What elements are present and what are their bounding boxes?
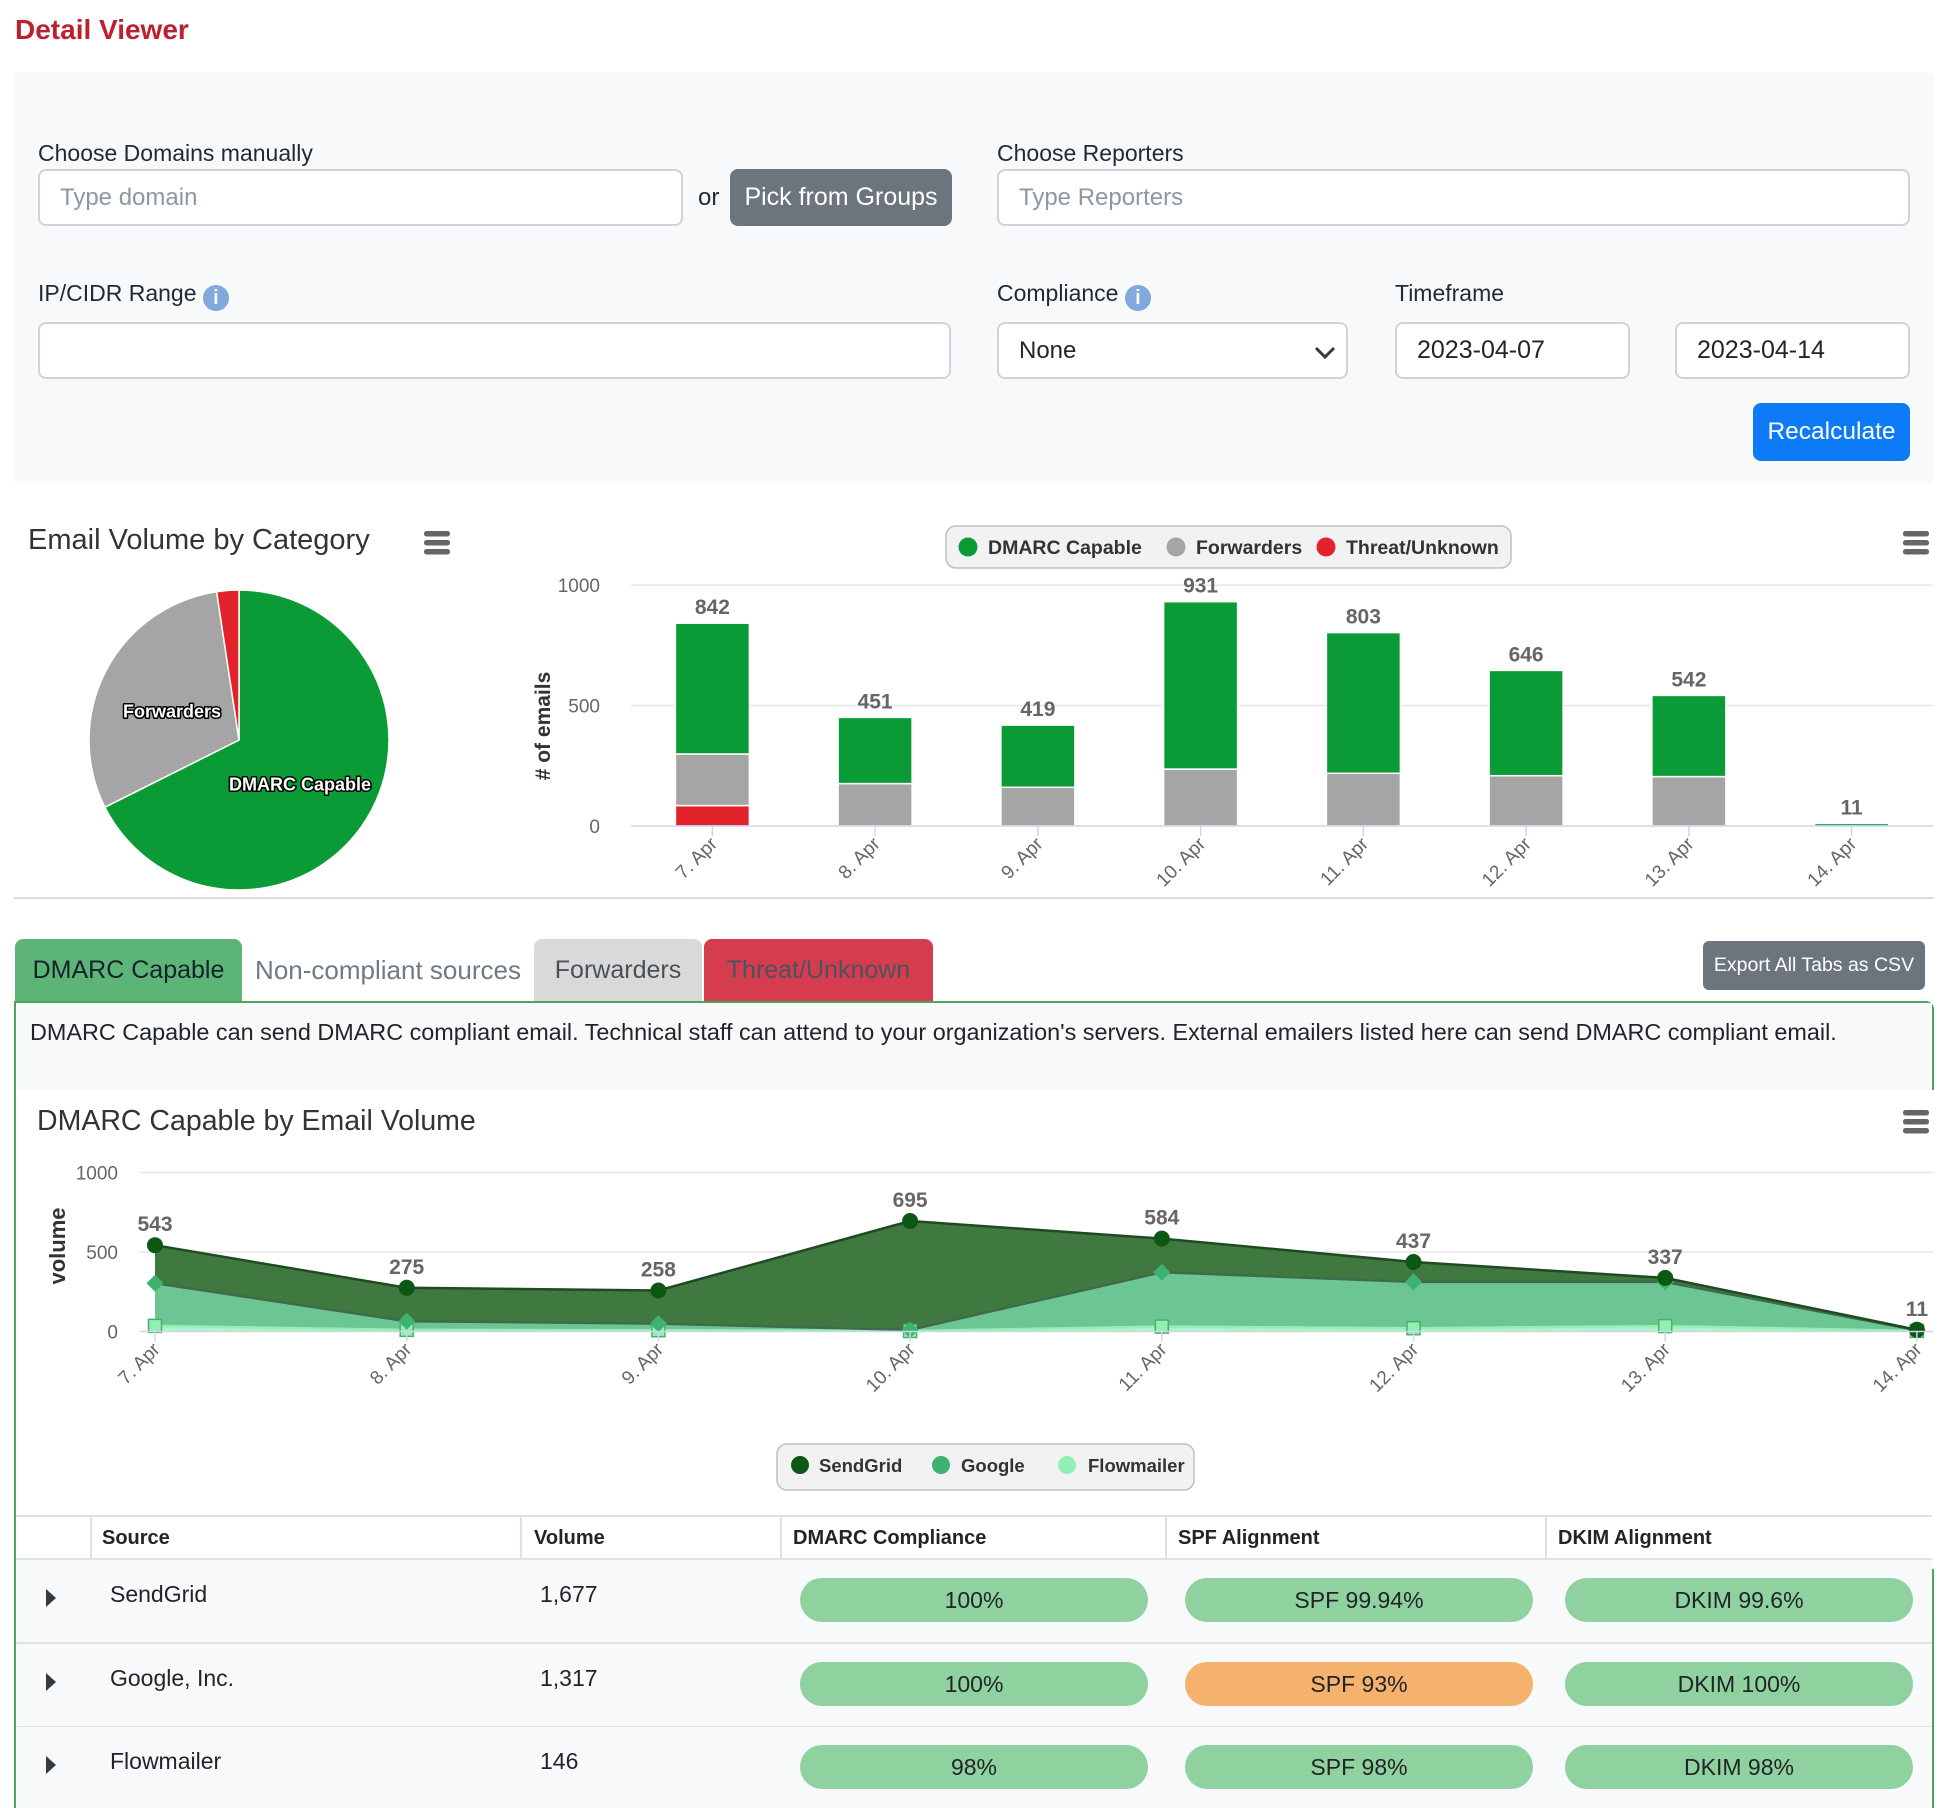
svg-text:Forwarders: Forwarders <box>123 702 221 722</box>
svg-text:451: 451 <box>858 690 893 713</box>
svg-text:11: 11 <box>1906 1298 1929 1321</box>
svg-text:0: 0 <box>589 817 600 838</box>
svg-text:931: 931 <box>1183 575 1218 598</box>
svg-text:10. Apr: 10. Apr <box>862 1339 920 1397</box>
svg-text:0: 0 <box>107 1323 118 1344</box>
svg-text:543: 543 <box>137 1213 172 1236</box>
svg-text:DMARC Capable: DMARC Capable <box>988 537 1142 559</box>
svg-text:11: 11 <box>1840 796 1863 819</box>
svg-text:14. Apr: 14. Apr <box>1869 1339 1927 1397</box>
svg-text:13. Apr: 13. Apr <box>1617 1339 1675 1397</box>
svg-text:Forwarders: Forwarders <box>123 702 221 722</box>
svg-text:258: 258 <box>641 1259 676 1282</box>
svg-text:14. Apr: 14. Apr <box>1804 833 1862 891</box>
svg-text:volume: volume <box>45 1207 70 1284</box>
svg-text:12. Apr: 12. Apr <box>1366 1339 1424 1397</box>
svg-text:1000: 1000 <box>558 576 600 597</box>
svg-text:8. Apr: 8. Apr <box>366 1339 416 1389</box>
svg-text:Forwarders: Forwarders <box>1196 537 1302 559</box>
svg-text:500: 500 <box>86 1243 118 1264</box>
svg-text:12. Apr: 12. Apr <box>1478 833 1536 891</box>
svg-text:11. Apr: 11. Apr <box>1115 1339 1172 1396</box>
svg-text:DMARC Capable: DMARC Capable <box>229 775 371 795</box>
svg-text:Flowmailer: Flowmailer <box>1088 1455 1185 1476</box>
svg-text:13. Apr: 13. Apr <box>1641 833 1699 891</box>
svg-text:419: 419 <box>1020 698 1055 721</box>
svg-text:8. Apr: 8. Apr <box>835 833 885 883</box>
svg-text:337: 337 <box>1648 1246 1683 1269</box>
svg-text:Email Volume by Category: Email Volume by Category <box>28 524 370 556</box>
svg-text:500: 500 <box>568 697 600 718</box>
svg-text:10. Apr: 10. Apr <box>1153 833 1211 891</box>
svg-text:542: 542 <box>1671 668 1706 691</box>
svg-text:11. Apr: 11. Apr <box>1316 833 1373 890</box>
svg-text:9. Apr: 9. Apr <box>618 1339 668 1389</box>
svg-text:7. Apr: 7. Apr <box>115 1339 165 1389</box>
svg-text:SendGrid: SendGrid <box>819 1455 902 1476</box>
svg-text:695: 695 <box>893 1189 928 1212</box>
svg-text:1000: 1000 <box>76 1164 118 1185</box>
svg-text:# of emails: # of emails <box>532 672 555 781</box>
svg-text:842: 842 <box>695 596 730 619</box>
svg-text:7. Apr: 7. Apr <box>672 833 722 883</box>
svg-text:Google: Google <box>961 1455 1025 1476</box>
svg-text:275: 275 <box>389 1256 424 1279</box>
svg-text:437: 437 <box>1396 1230 1431 1253</box>
svg-text:Threat/Unknown: Threat/Unknown <box>1346 537 1499 559</box>
svg-text:9. Apr: 9. Apr <box>997 833 1047 883</box>
svg-text:DMARC Capable: DMARC Capable <box>229 775 371 795</box>
svg-text:803: 803 <box>1346 606 1381 629</box>
svg-text:584: 584 <box>1144 1207 1179 1230</box>
svg-text:646: 646 <box>1509 643 1544 666</box>
svg-text:DMARC Capable by Email Volume: DMARC Capable by Email Volume <box>37 1105 476 1137</box>
